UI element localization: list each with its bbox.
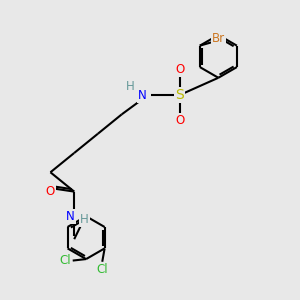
Text: S: S xyxy=(175,88,184,102)
Text: Cl: Cl xyxy=(59,254,70,267)
Text: O: O xyxy=(46,185,55,198)
Text: O: O xyxy=(175,63,184,76)
Text: N: N xyxy=(66,210,75,224)
Text: O: O xyxy=(175,114,184,127)
Text: H: H xyxy=(126,80,134,93)
Text: H: H xyxy=(80,213,89,226)
Text: Cl: Cl xyxy=(96,263,108,276)
Text: N: N xyxy=(138,88,146,101)
Text: Br: Br xyxy=(212,32,225,45)
